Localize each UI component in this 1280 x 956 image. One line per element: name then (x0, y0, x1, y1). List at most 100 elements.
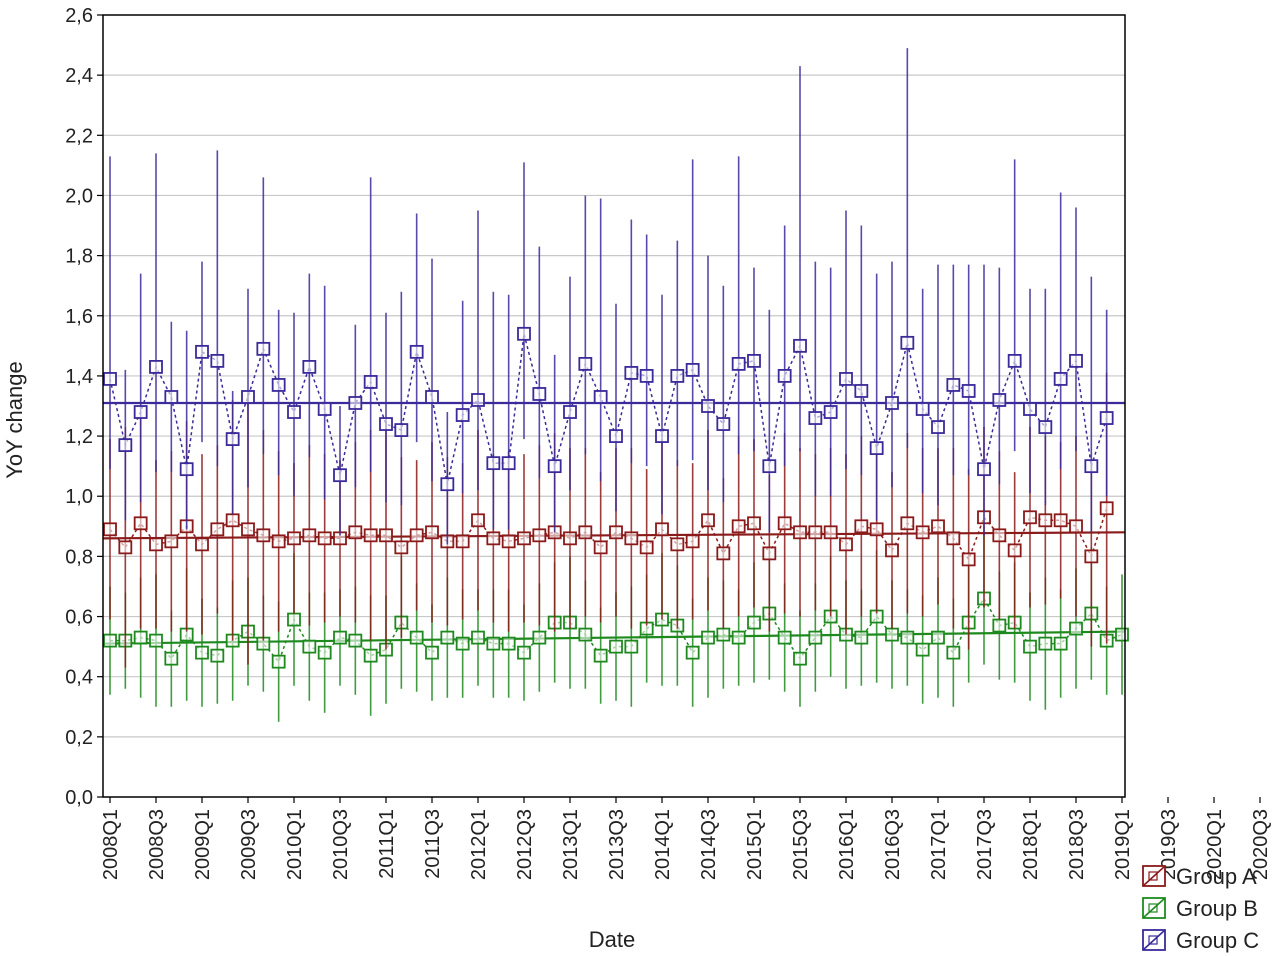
x-tick-label: 2009Q3 (238, 809, 260, 880)
data-point (532, 528, 547, 543)
legend: Group A Group B Group C (1142, 864, 1259, 953)
x-tick-label: 2014Q3 (698, 809, 720, 880)
data-point (869, 522, 884, 537)
data-point (471, 513, 485, 528)
series-group-b (102, 532, 1129, 722)
x-axis: 2008Q1 2008Q3 2009Q1 2009Q3 2010Q1 2010Q3 2011… (100, 797, 1272, 880)
data-point (363, 648, 378, 663)
data-point (149, 537, 163, 552)
data-point (210, 648, 225, 663)
data-point (271, 534, 286, 549)
data-point (931, 420, 945, 434)
data-point (363, 528, 378, 543)
data-point (1069, 353, 1083, 368)
data-point (578, 356, 593, 371)
x-tick-label: 2015Q3 (790, 809, 812, 880)
trend-line (102, 630, 1126, 645)
data-point (348, 525, 363, 540)
data-point (593, 540, 608, 555)
data-point (302, 639, 317, 654)
data-point (517, 645, 531, 660)
data-point (333, 630, 347, 645)
x-tick-label: 2020Q3 (1250, 809, 1272, 880)
data-point (639, 369, 654, 383)
x-tick-label: 2012Q3 (514, 809, 536, 880)
data-point (716, 627, 731, 642)
data-point (241, 522, 255, 537)
data-point (578, 525, 593, 540)
legend-swatch-marker (1148, 871, 1158, 881)
data-point (961, 552, 976, 567)
data-point (593, 648, 608, 663)
x-tick-label: 2016Q1 (836, 809, 858, 880)
data-point (1053, 636, 1068, 651)
data-point (486, 456, 501, 471)
data-point (593, 390, 608, 404)
data-point (471, 393, 485, 407)
data-point (271, 654, 286, 669)
data-point (609, 429, 623, 443)
data-point (854, 384, 869, 398)
data-point (164, 534, 179, 549)
data-point (731, 630, 746, 645)
data-point (486, 531, 501, 546)
data-point (455, 636, 470, 651)
data-point (1069, 519, 1083, 534)
data-point (271, 378, 286, 392)
x-tick-label: 2011Q3 (422, 809, 444, 879)
x-tick-label: 2019Q3 (1158, 809, 1180, 880)
data-point (777, 516, 792, 531)
legend-swatch-line (1142, 897, 1166, 919)
data-point (946, 645, 961, 660)
data-point (823, 525, 838, 540)
data-point (440, 477, 455, 492)
data-point (256, 341, 271, 356)
y-tick-label: 1,2 (65, 426, 93, 448)
legend-swatch-marker (1148, 903, 1158, 913)
x-tick-label: 2020Q1 (1204, 809, 1226, 880)
data-point (1115, 627, 1129, 642)
x-tick-label: 2014Q1 (652, 809, 674, 880)
data-point (471, 630, 485, 645)
data-point (317, 531, 332, 546)
data-point (885, 543, 899, 558)
data-point (946, 378, 961, 392)
data-point (164, 390, 179, 404)
x-tick-label: 2015Q1 (744, 809, 766, 880)
y-tick-label: 0,2 (65, 727, 93, 749)
data-point (563, 405, 577, 419)
data-point (195, 344, 209, 359)
data-point (1053, 513, 1068, 528)
data-point (900, 516, 915, 531)
y-tick-label: 0,6 (65, 607, 93, 629)
data-point (747, 615, 761, 630)
data-point (486, 636, 501, 651)
legend-swatch-line (1142, 929, 1166, 951)
data-point (517, 531, 531, 546)
data-point (793, 338, 807, 353)
x-tick-label: 2018Q1 (1020, 809, 1042, 880)
data-point (133, 516, 148, 531)
y-tick-label: 1,4 (65, 366, 93, 388)
data-point (394, 423, 409, 437)
y-axis-title: YoY change (2, 361, 27, 478)
legend-item: Group C (1142, 928, 1259, 953)
data-point (808, 525, 823, 540)
data-point (118, 540, 133, 555)
data-point (915, 402, 930, 416)
data-point (931, 630, 945, 645)
legend-item: Group A (1142, 864, 1257, 889)
data-point (179, 462, 194, 477)
x-tick-label: 2016Q3 (882, 809, 904, 880)
data-point (793, 525, 807, 540)
data-point (624, 531, 639, 546)
data-point (885, 396, 899, 410)
data-point (241, 390, 255, 404)
data-point (210, 522, 225, 537)
data-point (317, 402, 332, 416)
data-point (609, 639, 623, 654)
data-point (455, 408, 470, 422)
data-point (501, 534, 516, 549)
data-point (685, 645, 700, 660)
data-point (256, 528, 271, 543)
